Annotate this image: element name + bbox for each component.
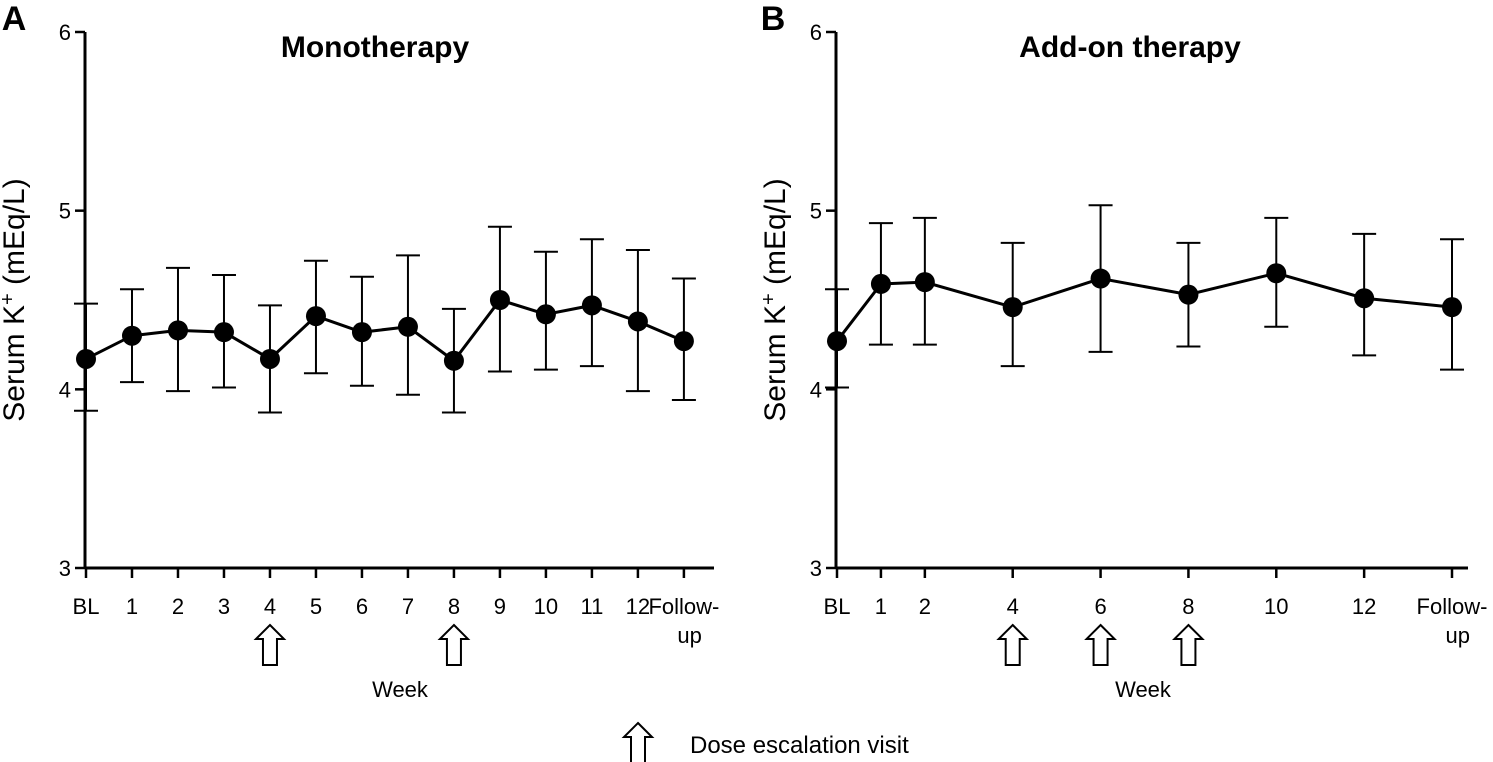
data-point (870, 273, 891, 294)
x-tick-label: BL (73, 594, 100, 619)
data-point (397, 316, 418, 337)
y-axis-label-superscript: + (758, 293, 780, 305)
data-point (489, 290, 510, 310)
y-tick-label: 4 (59, 377, 71, 402)
x-tick-label: Follow- (1417, 594, 1488, 619)
panel-label: A (2, 0, 27, 38)
y-tick-label: 5 (810, 199, 822, 224)
dose-escalation-legend-icon (621, 721, 655, 762)
y-tick-label: 6 (810, 20, 822, 45)
y-axis-label: Serum K+ (mEq/L) (0, 178, 31, 421)
data-point (1442, 297, 1462, 318)
y-axis-label-superscript: + (0, 293, 19, 305)
data-point (673, 331, 694, 352)
x-tick-label: 2 (919, 594, 931, 619)
x-tick-label: up (1446, 623, 1470, 648)
data-point (305, 306, 326, 327)
x-tick-label: 8 (1182, 594, 1194, 619)
x-tick-label: 9 (494, 594, 506, 619)
y-tick-label: 6 (59, 20, 71, 45)
x-axis-label: Week (372, 677, 429, 702)
y-axis-label: Serum K+ (mEq/L) (758, 178, 792, 421)
data-point (827, 331, 847, 352)
x-axis-label: Week (1115, 677, 1172, 702)
y-tick-label: 5 (59, 199, 71, 224)
data-point (259, 348, 280, 369)
y-axis-label-units: (mEq/L) (0, 178, 31, 293)
chart-title: Add-on therapy (1019, 31, 1241, 64)
dose-escalation-arrow (437, 623, 471, 666)
x-tick-label: 1 (875, 594, 887, 619)
x-tick-label: 11 (580, 594, 603, 619)
x-tick-label: BL (824, 594, 851, 619)
y-tick-label: 3 (59, 556, 71, 581)
x-tick-label: 4 (1007, 594, 1019, 619)
x-tick-label: 10 (1264, 594, 1288, 619)
y-tick-label: 4 (810, 377, 822, 402)
x-tick-label: 8 (448, 594, 460, 619)
x-tick-label: 5 (310, 594, 322, 619)
x-tick-label: up (677, 623, 701, 648)
x-tick-label: 7 (402, 594, 414, 619)
x-tick-label: 4 (264, 594, 276, 619)
x-tick-label: 6 (356, 594, 368, 619)
y-axis-label-units: (mEq/L) (759, 178, 792, 293)
x-tick-label: 12 (1352, 594, 1376, 619)
dose-escalation-arrow (996, 623, 1030, 666)
data-point (1178, 284, 1199, 305)
data-point (914, 272, 935, 293)
x-tick-label: 10 (534, 594, 558, 619)
x-tick-label: 6 (1094, 594, 1106, 619)
dose-escalation-arrow (253, 623, 287, 666)
x-tick-label: 2 (172, 594, 184, 619)
panel-label: B (761, 0, 786, 38)
data-point (213, 322, 234, 343)
data-point (121, 325, 142, 346)
data-point (1266, 263, 1287, 284)
dose-escalation-arrow (1172, 623, 1205, 666)
data-point (1002, 297, 1023, 318)
x-tick-label: Follow- (648, 594, 719, 619)
data-point (535, 304, 556, 325)
y-axis-label-text: Serum K (759, 305, 792, 422)
dose-escalation-arrow (1084, 623, 1117, 666)
x-tick-label: 3 (218, 594, 230, 619)
y-tick-label: 3 (810, 556, 822, 581)
data-point (351, 322, 372, 343)
x-tick-label: 12 (626, 594, 650, 619)
chart-title: Monotherapy (281, 31, 470, 64)
data-point (1354, 288, 1375, 309)
x-tick-label: 1 (126, 594, 138, 619)
legend: Dose escalation visit (621, 721, 909, 762)
data-point (76, 348, 96, 369)
dose-escalation-legend-label: Dose escalation visit (690, 732, 909, 759)
data-point (581, 295, 602, 316)
data-point (627, 311, 648, 332)
data-point (167, 320, 188, 341)
data-point (1090, 268, 1111, 289)
y-axis-label-text: Serum K (0, 305, 31, 422)
data-point (443, 350, 464, 371)
